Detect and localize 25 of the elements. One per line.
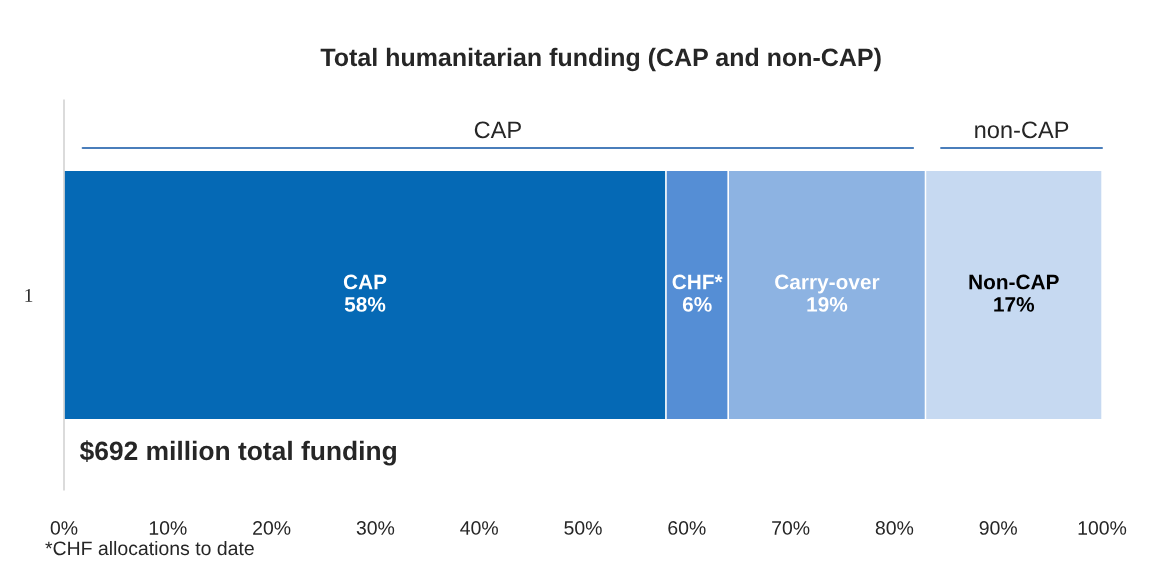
- x-tick-label: 90%: [979, 521, 1017, 535]
- data-label: 6%: [682, 297, 712, 312]
- x-tick-label: 70%: [772, 521, 810, 535]
- chart-title: Total humanitarian funding (CAP and non-CAP): [320, 47, 881, 72]
- x-tick-label: 20%: [253, 521, 291, 535]
- x-tick-label: 60%: [668, 521, 706, 535]
- text: non-CAP: [975, 121, 1069, 139]
- text: CAP: [474, 121, 521, 139]
- x-tick-label: 0%: [50, 521, 78, 535]
- text: $692 million total funding: [79, 440, 396, 466]
- x-tick-label: 10%: [149, 521, 187, 535]
- x-tick-label: 40%: [460, 521, 498, 535]
- y-tick-label: 1: [25, 288, 33, 302]
- series-label: Non-CAP: [969, 274, 1059, 290]
- data-label: 19%: [807, 297, 848, 312]
- data-label: 58%: [344, 297, 386, 312]
- series-label: Carry-over: [775, 274, 880, 294]
- x-tick-label: 30%: [356, 521, 395, 535]
- x-tick-label: 80%: [875, 521, 914, 535]
- data-label: 17%: [994, 297, 1035, 312]
- x-tick-label: 100%: [1078, 521, 1127, 535]
- series-label: CAP: [343, 274, 387, 290]
- x-tick-label: 50%: [564, 521, 602, 535]
- series-label: CHF*: [672, 274, 723, 290]
- text: *CHF allocations to date: [45, 540, 254, 556]
